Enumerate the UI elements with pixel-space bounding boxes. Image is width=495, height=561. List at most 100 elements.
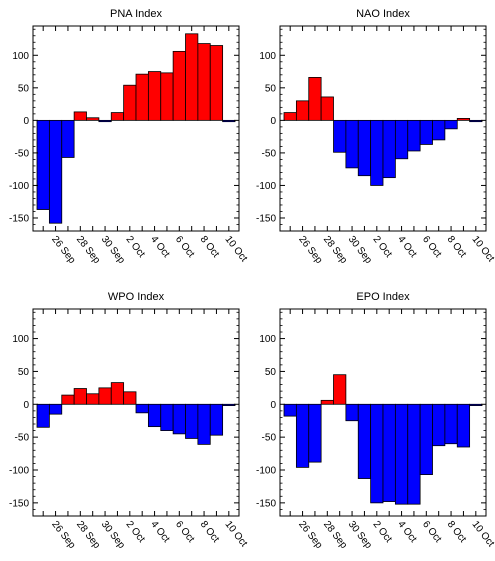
nao-xtick-label: 30 Sep bbox=[346, 234, 374, 266]
wpo-plot-frame bbox=[32, 308, 240, 517]
nao-ytick-label: 0 bbox=[270, 116, 276, 127]
pna-ytick-label: -100 bbox=[9, 181, 29, 192]
pna-ytick-label: 50 bbox=[18, 83, 30, 94]
pna-bar bbox=[172, 50, 186, 121]
pna-xtick-label: 10 Oct bbox=[222, 234, 249, 264]
epo-bar bbox=[333, 374, 347, 405]
nao-bar bbox=[333, 119, 347, 153]
nao-xtick-label: 4 Oct bbox=[395, 234, 419, 260]
epo-title: EPO Index bbox=[356, 291, 410, 303]
pna-xtick-label: 26 Sep bbox=[49, 234, 77, 266]
epo-xtick-label: 10 Oct bbox=[469, 519, 495, 549]
nao-xtick-label: 8 Oct bbox=[445, 234, 469, 260]
nao-xtick-label: 10 Oct bbox=[469, 234, 495, 264]
nao-bar bbox=[345, 119, 359, 169]
pna-bar bbox=[61, 119, 75, 158]
wpo-bar bbox=[123, 391, 137, 405]
wpo-bar bbox=[86, 393, 100, 405]
pna-ytick-label: 0 bbox=[23, 116, 29, 127]
wpo-ytick-label: 100 bbox=[12, 334, 29, 345]
nao-bar bbox=[407, 119, 421, 152]
nao-bar bbox=[444, 119, 458, 130]
pna-xtick-label: 6 Oct bbox=[173, 234, 197, 260]
epo-bar bbox=[283, 403, 297, 417]
wpo-xtick-label: 2 Oct bbox=[123, 519, 147, 545]
pna-bar bbox=[185, 33, 199, 121]
wpo-ytick-label: 50 bbox=[18, 367, 30, 378]
pna-bar bbox=[48, 119, 63, 224]
wpo-bar bbox=[147, 403, 162, 428]
wpo-bar bbox=[185, 403, 199, 439]
wpo-bar bbox=[222, 403, 236, 407]
epo-xtick-label: 8 Oct bbox=[445, 519, 469, 545]
pna-bar bbox=[197, 43, 211, 121]
epo-xtick-label: 26 Sep bbox=[296, 519, 324, 551]
nao-ytick-label: 50 bbox=[265, 83, 277, 94]
wpo-bar bbox=[160, 403, 174, 431]
epo-bar bbox=[407, 403, 421, 505]
wpo-bar bbox=[36, 403, 50, 428]
pna-bar bbox=[98, 119, 112, 123]
epo-ytick-label: 50 bbox=[265, 367, 277, 378]
nao-bar bbox=[469, 119, 483, 123]
nao-title: NAO Index bbox=[356, 8, 410, 20]
epo-bar bbox=[444, 403, 458, 445]
pna-bar bbox=[147, 71, 162, 121]
epo-xtick-label: 28 Sep bbox=[321, 519, 349, 551]
epo-plot-frame bbox=[279, 308, 487, 517]
wpo-bar bbox=[172, 403, 186, 435]
epo-ytick-label: -150 bbox=[256, 498, 276, 509]
epo-ytick-label: 100 bbox=[259, 334, 276, 345]
pna-xtick-label: 2 Oct bbox=[123, 234, 147, 260]
epo-bar bbox=[295, 403, 310, 468]
epo-xtick-label: 4 Oct bbox=[395, 519, 419, 545]
nao-xtick-label: 28 Sep bbox=[321, 234, 349, 266]
wpo-bar bbox=[48, 403, 63, 415]
wpo-bar bbox=[73, 388, 87, 405]
epo-bar bbox=[357, 403, 372, 479]
nao-bar bbox=[357, 119, 372, 177]
pna-ytick-label: 100 bbox=[12, 51, 29, 62]
epo-bar bbox=[469, 403, 483, 407]
wpo-ytick-label: -150 bbox=[9, 498, 29, 509]
wpo-xtick-label: 10 Oct bbox=[222, 519, 249, 549]
wpo-bar bbox=[135, 403, 149, 414]
nao-bar bbox=[432, 119, 446, 141]
wpo-bar bbox=[197, 403, 211, 445]
nao-ytick-label: -100 bbox=[256, 181, 276, 192]
nao-bar bbox=[456, 118, 471, 121]
nao-xtick-label: 2 Oct bbox=[370, 234, 394, 260]
nao-ytick-label: -150 bbox=[256, 213, 276, 224]
wpo-bar bbox=[209, 403, 224, 436]
pna-bar bbox=[123, 84, 137, 121]
epo-bar bbox=[345, 403, 359, 422]
wpo-ytick-label: 0 bbox=[23, 400, 29, 411]
nao-bar bbox=[283, 112, 297, 121]
pna-title: PNA Index bbox=[110, 8, 162, 20]
epo-bar bbox=[382, 403, 396, 502]
wpo-bar bbox=[110, 382, 125, 405]
pna-bar bbox=[36, 119, 50, 210]
pna-xtick-label: 30 Sep bbox=[99, 234, 127, 266]
epo-ytick-label: 0 bbox=[270, 400, 276, 411]
pna-bar bbox=[160, 72, 174, 121]
epo-bar bbox=[320, 399, 334, 405]
wpo-ytick-label: -50 bbox=[15, 433, 30, 444]
wpo-title: WPO Index bbox=[108, 291, 165, 303]
wpo-bar bbox=[98, 387, 112, 405]
epo-bar bbox=[456, 403, 471, 448]
pna-xtick-label: 4 Oct bbox=[148, 234, 172, 260]
pna-bar bbox=[86, 117, 100, 121]
epo-xtick-label: 30 Sep bbox=[346, 519, 374, 551]
wpo-xtick-label: 30 Sep bbox=[99, 519, 127, 551]
pna-xtick-label: 8 Oct bbox=[198, 234, 222, 260]
pna-bar bbox=[209, 45, 224, 121]
pna-bar bbox=[135, 73, 149, 121]
nao-bar bbox=[320, 96, 334, 121]
nao-ytick-label: -50 bbox=[262, 148, 277, 159]
nao-bar bbox=[394, 119, 409, 160]
